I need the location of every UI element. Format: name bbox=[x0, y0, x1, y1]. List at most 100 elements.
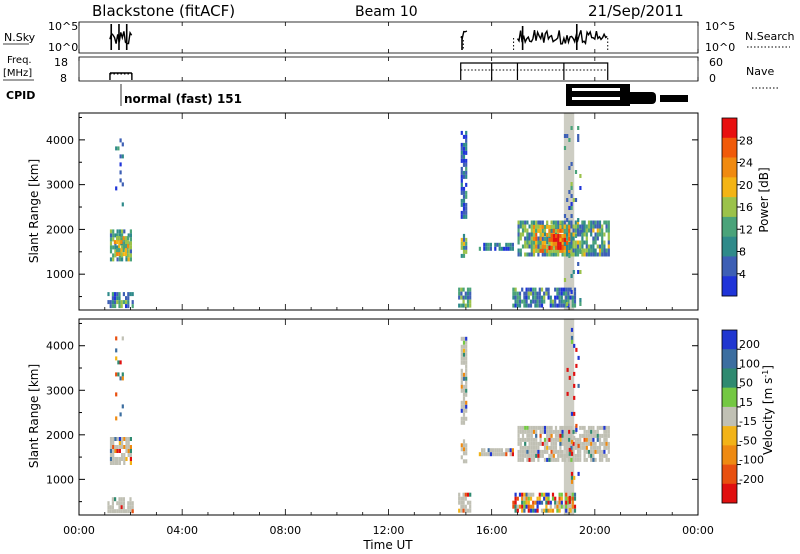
heatmap-cell bbox=[559, 245, 562, 250]
heatmap-cell bbox=[577, 471, 580, 476]
nave-tick-high: 60 bbox=[709, 56, 723, 69]
heatmap-cell bbox=[500, 246, 503, 251]
heatmap-cell bbox=[465, 190, 468, 195]
heatmap-cell bbox=[512, 287, 515, 292]
heatmap-cell bbox=[465, 416, 468, 421]
heatmap-cell bbox=[577, 270, 580, 274]
heatmap-cell bbox=[576, 228, 580, 233]
heatmap-cell bbox=[109, 461, 113, 465]
heatmap-cell bbox=[594, 429, 597, 434]
heatmap-cell bbox=[605, 224, 608, 229]
heatmap-cell bbox=[530, 236, 533, 241]
heatmap-cell bbox=[541, 240, 544, 245]
heatmap-cell bbox=[574, 437, 577, 442]
heatmap-cell bbox=[550, 445, 553, 450]
heatmap-cell bbox=[574, 220, 577, 225]
heatmap-cell bbox=[565, 299, 568, 304]
heatmap-cell bbox=[532, 457, 536, 462]
gray-flag-band bbox=[563, 113, 575, 310]
heatmap-cell bbox=[116, 457, 119, 461]
heatmap-cell bbox=[603, 441, 606, 446]
heatmap-cell bbox=[573, 492, 577, 497]
heatmap-cell bbox=[460, 500, 463, 505]
heatmap-cell bbox=[534, 295, 537, 300]
heatmap-cell bbox=[543, 429, 547, 434]
heatmap-cell bbox=[559, 453, 562, 458]
heatmap-cell bbox=[498, 452, 501, 457]
heatmap-cell bbox=[529, 291, 533, 296]
heatmap-cell bbox=[594, 457, 597, 462]
heatmap-cell bbox=[594, 232, 597, 237]
heatmap-cell bbox=[537, 425, 540, 430]
heatmap-cell bbox=[539, 244, 542, 249]
heatmap-cell bbox=[483, 246, 486, 251]
heatmap-cell bbox=[579, 174, 582, 178]
heatmap-cell bbox=[122, 252, 125, 257]
heatmap-cell bbox=[534, 291, 537, 296]
heatmap-cell bbox=[592, 457, 595, 462]
heatmap-cell bbox=[114, 449, 117, 453]
heatmap-cell bbox=[561, 453, 564, 458]
heatmap-cell bbox=[603, 240, 606, 245]
heatmap-cell bbox=[109, 437, 113, 441]
heatmap-cell bbox=[587, 220, 591, 225]
heatmap-cell bbox=[525, 299, 528, 304]
heatmap-cell bbox=[516, 496, 519, 501]
heatmap-cell bbox=[536, 303, 539, 308]
heatmap-cell bbox=[563, 252, 566, 257]
heatmap-cell bbox=[545, 291, 548, 296]
heatmap-cell bbox=[517, 248, 520, 253]
heatmap-cell bbox=[585, 429, 588, 434]
heatmap-cell bbox=[550, 425, 553, 430]
heatmap-cell bbox=[496, 448, 499, 453]
heatmap-cell bbox=[465, 182, 468, 187]
heatmap-cell bbox=[561, 449, 564, 454]
heatmap-cell bbox=[592, 429, 595, 434]
heatmap-cell bbox=[576, 453, 580, 458]
heatmap-cell bbox=[517, 453, 520, 458]
heatmap-cell bbox=[530, 252, 533, 257]
heatmap-cell bbox=[109, 245, 113, 250]
heatmap-cell bbox=[601, 425, 604, 430]
heatmap-cell bbox=[516, 291, 519, 296]
heatmap-cell bbox=[545, 500, 548, 505]
heatmap-cell bbox=[458, 303, 461, 308]
heatmap-cell bbox=[581, 433, 584, 438]
heatmap-cell bbox=[565, 437, 569, 442]
heatmap-cell bbox=[111, 300, 114, 305]
heatmap-cell bbox=[573, 508, 577, 513]
heatmap-cell bbox=[547, 508, 550, 513]
heatmap-cell bbox=[462, 249, 466, 254]
heatmap-cell bbox=[559, 449, 562, 454]
heatmap-cell bbox=[543, 295, 546, 300]
heatmap-cell bbox=[118, 441, 121, 445]
heatmap-cell bbox=[552, 437, 555, 442]
heatmap-cell bbox=[565, 445, 569, 450]
heatmap-cell bbox=[538, 303, 541, 308]
heatmap-cell bbox=[523, 504, 526, 509]
nave-label: Nave bbox=[746, 65, 774, 78]
heatmap-cell bbox=[124, 248, 127, 253]
heatmap-cell bbox=[460, 447, 463, 452]
heatmap-cell bbox=[571, 303, 574, 308]
heatmap-cell bbox=[460, 443, 463, 448]
heatmap-cell bbox=[469, 287, 472, 292]
heatmap-cell bbox=[527, 508, 530, 513]
heatmap-cell bbox=[462, 237, 466, 242]
colorbar-segment bbox=[722, 406, 737, 427]
heatmap-cell bbox=[530, 453, 533, 458]
heatmap-cell bbox=[590, 252, 593, 257]
heatmap-cell bbox=[552, 233, 555, 238]
heatmap-cell bbox=[548, 240, 551, 245]
velocity-ylabel: Slant Range [km] bbox=[27, 364, 41, 468]
heatmap-cell bbox=[465, 162, 468, 167]
heatmap-cell bbox=[118, 509, 121, 514]
colorbar-frame bbox=[721, 329, 738, 504]
heatmap-cell bbox=[547, 295, 550, 300]
heatmap-cell bbox=[543, 492, 546, 497]
heatmap-cell bbox=[565, 449, 569, 454]
heatmap-cell bbox=[603, 220, 606, 225]
heatmap-cell bbox=[569, 504, 572, 509]
colorbar-segment bbox=[722, 445, 737, 465]
heatmap-cell bbox=[603, 429, 606, 434]
